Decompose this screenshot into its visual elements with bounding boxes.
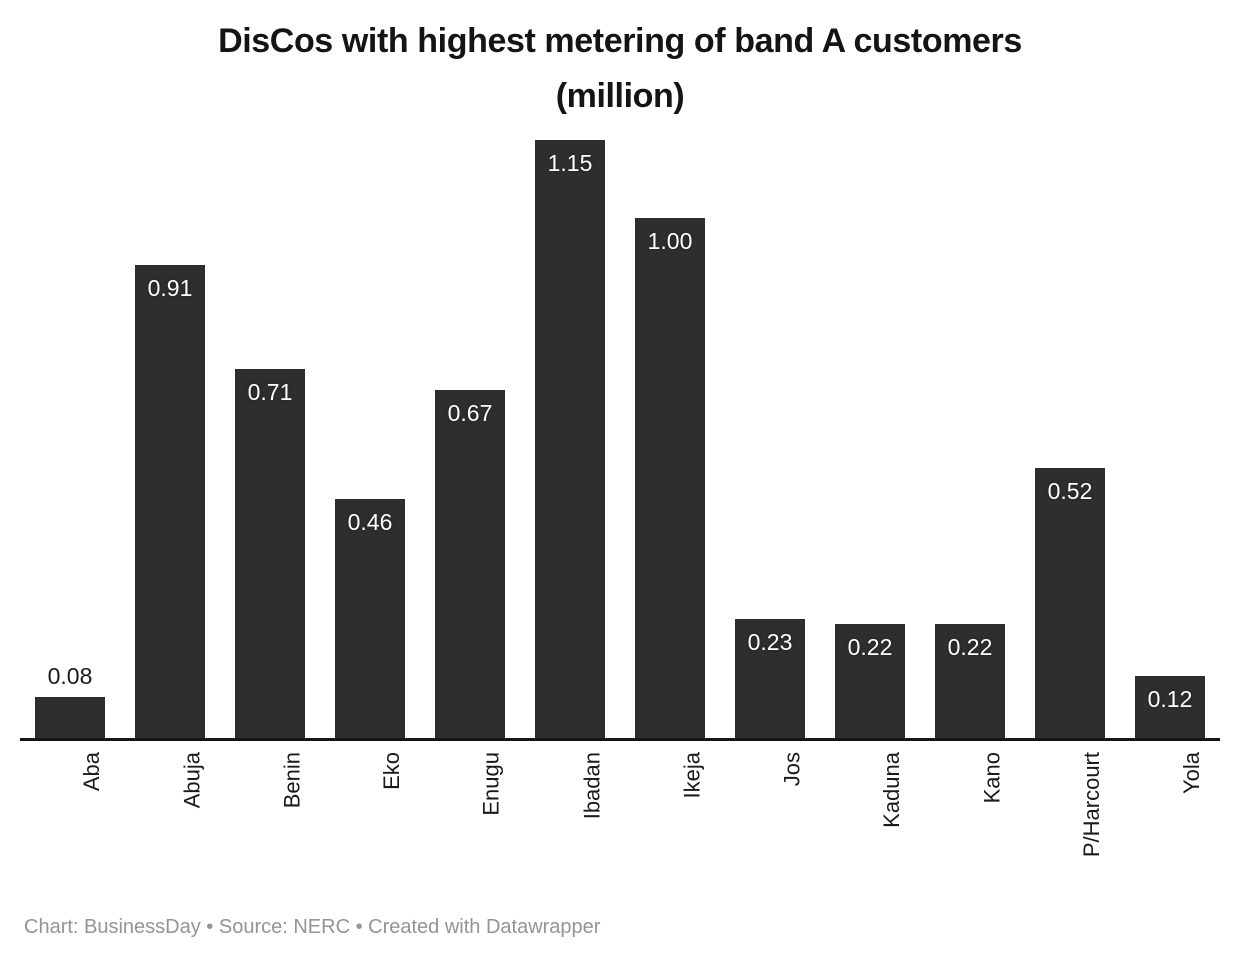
value-label: 0.67 bbox=[447, 400, 493, 426]
x-axis-label: Jos bbox=[779, 752, 804, 787]
bar-enugu[interactable] bbox=[435, 390, 505, 739]
x-axis-label: Eko bbox=[379, 752, 404, 790]
value-label: 0.91 bbox=[147, 275, 193, 301]
footer-attribution: Chart: BusinessDay • Source: NERC • Crea… bbox=[24, 916, 601, 938]
bar-jos[interactable] bbox=[735, 619, 805, 739]
x-axis-label: Yola bbox=[1179, 752, 1204, 795]
bar-yola[interactable] bbox=[1135, 676, 1205, 739]
x-axis-label: Benin bbox=[279, 752, 304, 809]
chart-title: DisCos with highest metering of band A c… bbox=[0, 14, 1240, 124]
value-label: 0.08 bbox=[47, 663, 93, 689]
value-label: 0.22 bbox=[947, 634, 993, 660]
value-label: 1.15 bbox=[547, 150, 593, 176]
x-axis-label: Aba bbox=[79, 752, 104, 792]
bar-aba[interactable] bbox=[35, 697, 105, 739]
x-axis-label: Kano bbox=[979, 752, 1004, 804]
bar-eko[interactable] bbox=[335, 499, 405, 739]
x-axis-label: Ikeja bbox=[679, 752, 704, 799]
x-axis-label: Kaduna bbox=[879, 752, 904, 828]
x-axis-label: Enugu bbox=[479, 752, 504, 816]
value-label: 0.46 bbox=[347, 509, 393, 535]
bar-p-harcourt[interactable] bbox=[1035, 468, 1105, 739]
x-axis-line bbox=[20, 738, 1220, 741]
bar-abuja[interactable] bbox=[135, 265, 205, 739]
bar-benin[interactable] bbox=[235, 369, 305, 739]
x-axis-label: Abuja bbox=[179, 752, 204, 809]
chart-title-line-2: (million) bbox=[555, 77, 685, 115]
value-label: 1.00 bbox=[647, 228, 693, 254]
bar-kano[interactable] bbox=[935, 624, 1005, 739]
value-label: 0.71 bbox=[247, 379, 293, 405]
bar-kaduna[interactable] bbox=[835, 624, 905, 739]
value-label: 0.52 bbox=[1047, 478, 1093, 504]
value-label: 0.12 bbox=[1147, 686, 1193, 712]
value-label: 0.22 bbox=[847, 634, 893, 660]
x-axis-label: P/Harcourt bbox=[1079, 752, 1104, 858]
bar-ikeja[interactable] bbox=[635, 218, 705, 739]
chart-title-line-1: DisCos with highest metering of band A c… bbox=[218, 22, 1022, 60]
value-label: 0.23 bbox=[747, 629, 793, 655]
bar-ibadan[interactable] bbox=[535, 140, 605, 739]
x-axis-label: Ibadan bbox=[579, 752, 604, 820]
